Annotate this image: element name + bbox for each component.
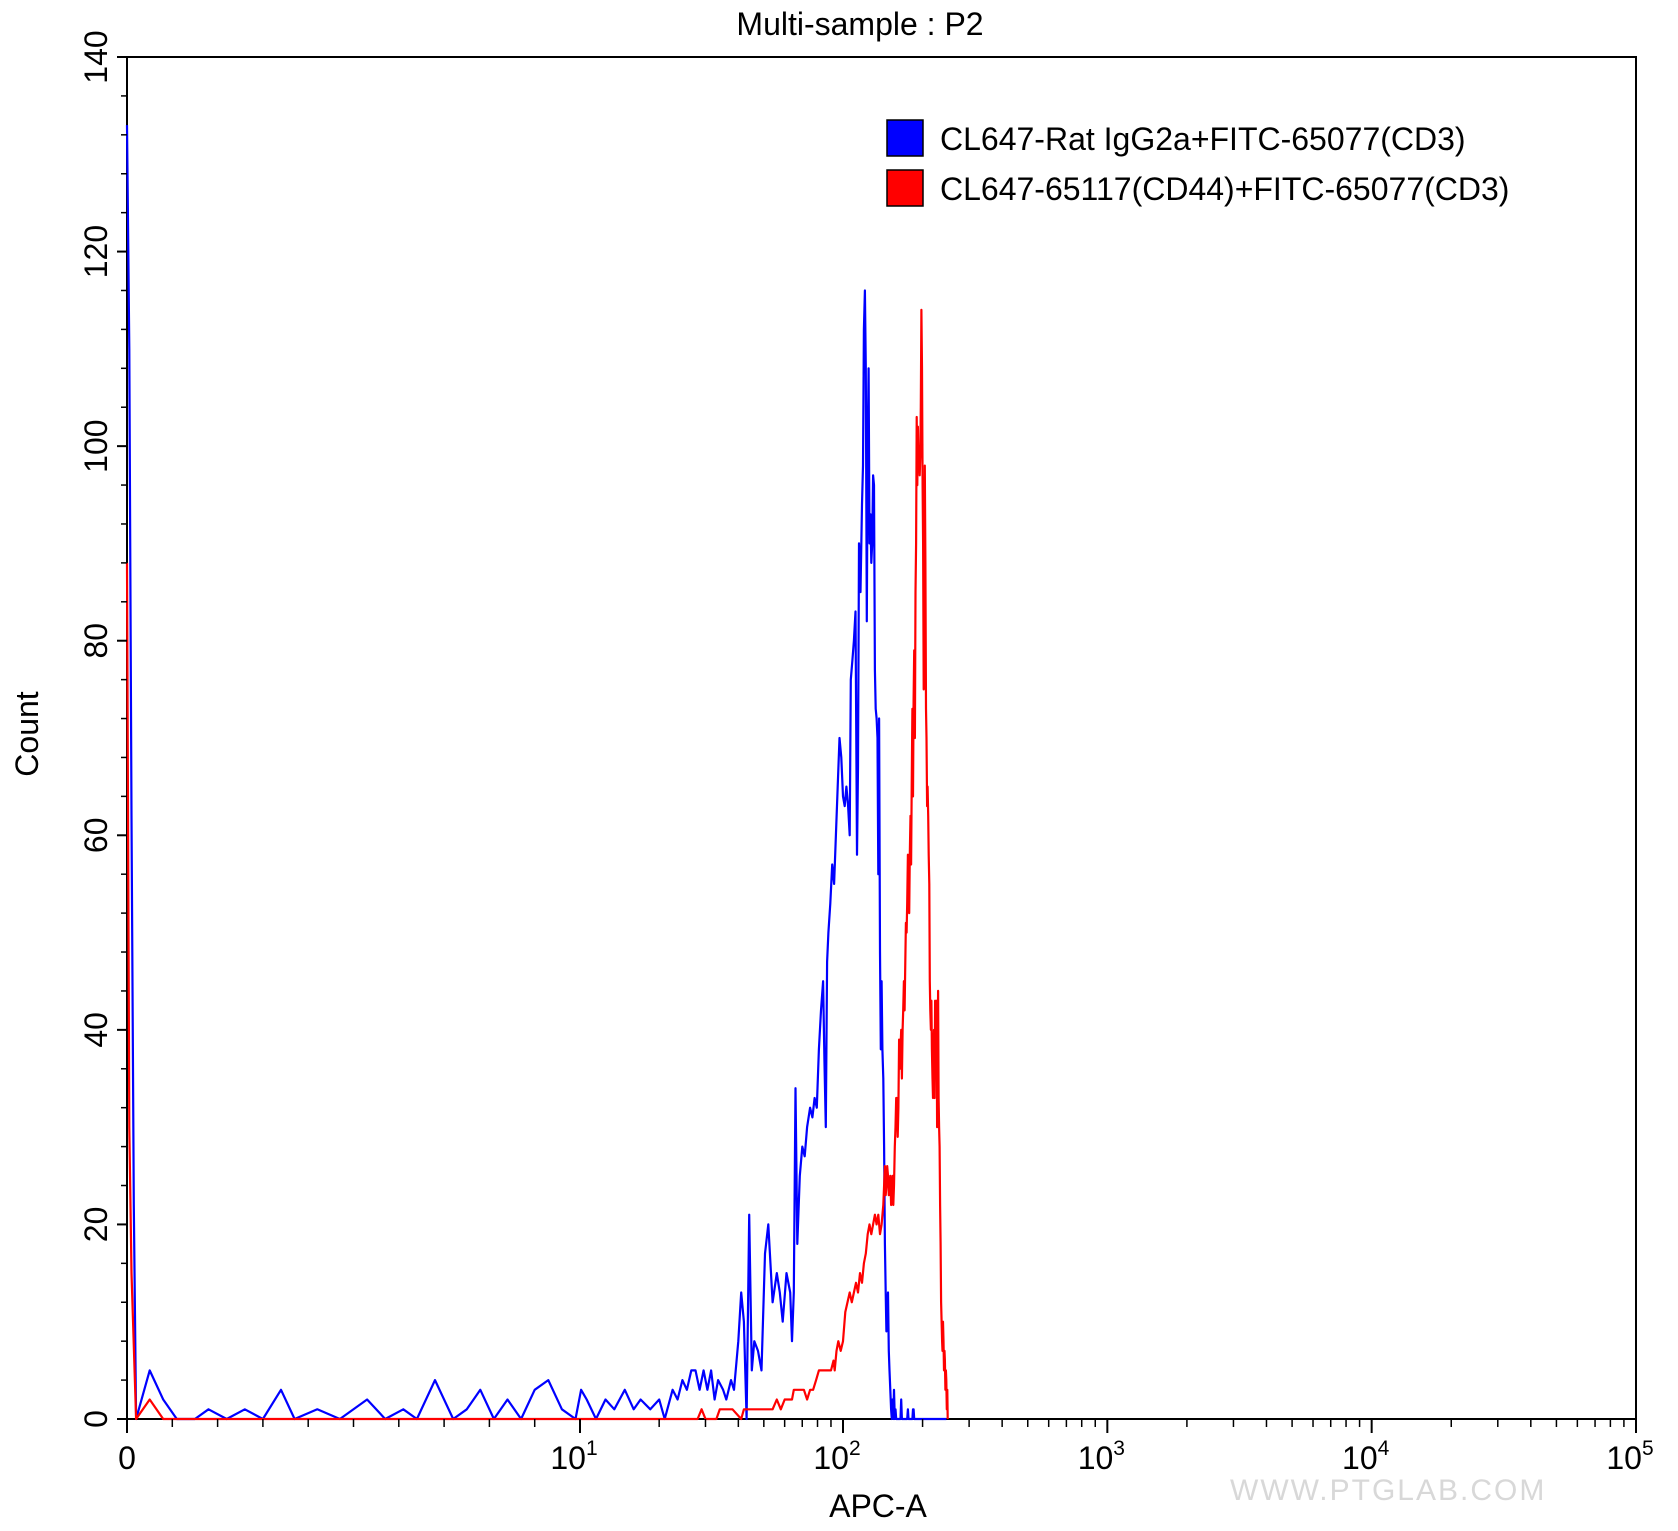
watermark-text: WWW.PTGLAB.COM	[1230, 1474, 1546, 1507]
y-tick-label: 0	[78, 1410, 114, 1428]
y-axis-label: Count	[9, 691, 45, 777]
chart-title: Multi-sample : P2	[736, 6, 983, 42]
x-tick-label: 101	[550, 1437, 597, 1476]
y-tick-label: 60	[78, 817, 114, 853]
y-axis: 0 20 40 60 80 100 120 140	[78, 30, 127, 1428]
series-layer	[125, 125, 949, 1421]
x-axis-label: APC-A	[829, 1488, 927, 1524]
x-tick-label: 102	[813, 1437, 860, 1476]
legend-swatch	[886, 119, 924, 157]
series-line-1	[125, 125, 947, 1421]
legend-swatch	[886, 169, 924, 207]
x-tick-label: 104	[1342, 1437, 1390, 1476]
y-tick-label: 40	[78, 1012, 114, 1048]
x-tick-label: 105	[1606, 1437, 1653, 1476]
x-tick-label: 103	[1078, 1437, 1125, 1476]
y-tick-label: 20	[78, 1207, 114, 1243]
legend-label: CL647-65117(CD44)+FITC-65077(CD3)	[940, 171, 1509, 207]
y-tick-label: 140	[78, 30, 114, 83]
x-tick-label: 0	[118, 1440, 136, 1476]
x-axis: 0 101 102 103 104 105	[118, 1419, 1654, 1476]
legend: CL647-Rat IgG2a+FITC-65077(CD3) CL647-651…	[886, 119, 1509, 207]
legend-label: CL647-Rat IgG2a+FITC-65077(CD3)	[940, 121, 1466, 157]
y-tick-label: 80	[78, 623, 114, 659]
y-tick-label: 100	[78, 419, 114, 472]
series-line-2	[125, 308, 949, 1421]
y-tick-label: 120	[78, 225, 114, 278]
